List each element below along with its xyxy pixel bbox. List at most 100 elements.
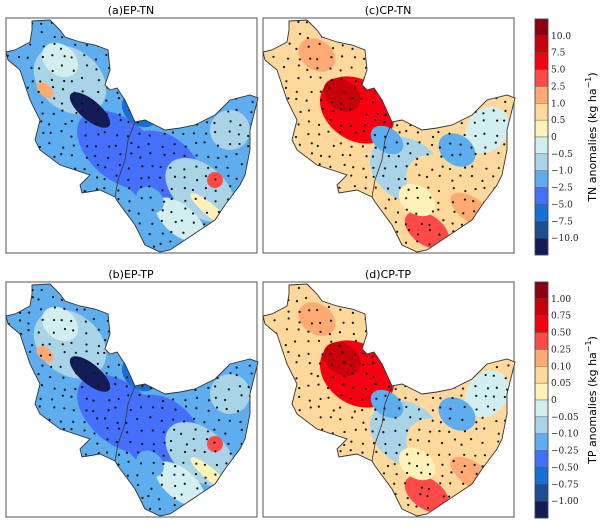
map-panel-d: (d)CP-TP (262, 268, 516, 518)
colorbar-tick-label: 0 (551, 396, 557, 406)
station-dot (307, 352, 310, 355)
colorbar-bin (534, 450, 549, 468)
station-dot (382, 472, 386, 475)
station-dot (40, 31, 43, 34)
station-dot (408, 462, 411, 465)
station-dot (97, 133, 100, 136)
station-dot (361, 398, 364, 401)
station-dot (192, 437, 195, 441)
station-dot (52, 86, 55, 89)
station-dot (387, 198, 391, 201)
station-dot (207, 409, 210, 412)
station-dot (214, 178, 217, 181)
station-dot (39, 397, 42, 401)
station-dot (215, 166, 218, 169)
colorbar-bin (534, 366, 549, 384)
station-dot (28, 311, 31, 314)
colorbar-bin (534, 315, 549, 333)
station-dot (398, 398, 401, 401)
station-dot (352, 166, 355, 169)
anomaly-patch (136, 186, 164, 214)
station-dot (307, 45, 310, 48)
station-dot (229, 185, 232, 188)
station-dot (463, 198, 467, 201)
station-dot (183, 176, 186, 179)
station-dot (437, 208, 440, 211)
station-dot (448, 430, 451, 434)
station-dot (163, 153, 166, 156)
anomaly-patch (323, 78, 361, 112)
colorbar-bin (534, 187, 549, 205)
station-dot (326, 386, 330, 390)
station-dot (474, 188, 477, 191)
station-dot (83, 429, 86, 432)
station-dot (351, 97, 354, 100)
station-dot (70, 428, 73, 431)
station-dot (330, 340, 333, 343)
station-dot (83, 168, 86, 171)
station-dot (85, 156, 89, 159)
station-dot (319, 90, 322, 93)
station-dot (341, 44, 344, 47)
station-dot (307, 384, 310, 387)
station-dot (126, 474, 129, 477)
station-dot (404, 223, 407, 226)
colorbar-bin (534, 467, 549, 485)
station-dot (180, 219, 183, 222)
station-dot (329, 416, 332, 419)
station-dot (451, 179, 454, 182)
station-dot (332, 109, 335, 113)
station-dot (237, 133, 240, 136)
station-dot (84, 376, 87, 379)
subbasin-boundary (371, 121, 393, 198)
station-dot (463, 464, 466, 468)
station-dot (213, 428, 216, 431)
station-dot (169, 439, 173, 443)
station-dot (183, 420, 186, 423)
station-dot (105, 451, 109, 454)
station-dot (461, 418, 464, 422)
station-dot (84, 134, 87, 137)
station-dot (48, 353, 52, 357)
station-dot (497, 432, 500, 435)
anomaly-patch (155, 197, 205, 243)
station-dot (351, 311, 354, 314)
station-dot (117, 363, 121, 366)
station-dot (126, 431, 129, 434)
station-dot (492, 395, 495, 398)
station-dot (397, 155, 400, 158)
station-dot (418, 428, 421, 431)
station-dot (440, 441, 444, 445)
station-dot (215, 463, 219, 467)
anomaly-patch (207, 436, 223, 452)
station-dot (224, 432, 227, 435)
station-dot (328, 333, 332, 336)
station-dot (340, 108, 343, 111)
station-dot (60, 102, 64, 105)
colorbar-tick-label: 1.00 (551, 295, 571, 305)
station-dot (214, 200, 217, 203)
station-dot (248, 364, 251, 367)
station-dot (60, 153, 63, 156)
station-dot (309, 57, 312, 60)
station-dot (439, 406, 442, 409)
station-dot (416, 131, 419, 134)
station-dot (117, 198, 120, 201)
station-dot (451, 396, 454, 400)
station-dot (81, 76, 84, 80)
station-dot (340, 394, 343, 397)
station-dot (214, 450, 217, 453)
station-dot (396, 124, 399, 127)
station-dot (450, 471, 453, 474)
station-dot (295, 299, 299, 303)
station-dot (364, 123, 367, 127)
station-dot (117, 397, 120, 401)
station-dot (473, 121, 476, 124)
station-dot (484, 395, 487, 398)
station-dot (439, 482, 442, 485)
station-dot (151, 222, 154, 225)
station-dot (240, 163, 243, 166)
station-dot (298, 310, 301, 313)
station-dot (205, 438, 209, 441)
